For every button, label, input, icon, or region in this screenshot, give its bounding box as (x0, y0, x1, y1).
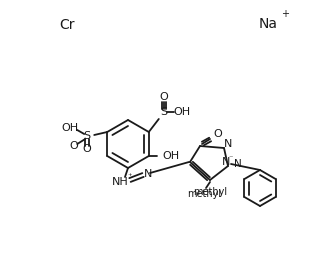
Text: ⁺: ⁺ (128, 172, 132, 182)
Text: OH: OH (173, 107, 190, 117)
Text: N: N (234, 159, 242, 169)
Text: OH: OH (62, 123, 79, 133)
Text: Cr: Cr (59, 18, 75, 32)
Text: N: N (222, 157, 230, 167)
Text: O: O (214, 129, 222, 139)
Text: O: O (83, 144, 92, 154)
Text: OH: OH (162, 151, 179, 161)
Text: S: S (160, 107, 167, 117)
Text: S: S (84, 131, 91, 141)
Text: O: O (160, 92, 168, 102)
Text: methyl: methyl (187, 189, 221, 199)
Text: ⁻: ⁻ (229, 154, 233, 162)
Text: NH: NH (112, 177, 128, 187)
Text: +: + (281, 9, 289, 19)
Text: O: O (70, 141, 78, 151)
Text: N: N (144, 169, 152, 179)
Text: N: N (224, 139, 232, 149)
Text: Na: Na (258, 17, 278, 31)
Text: methyl: methyl (193, 187, 227, 197)
